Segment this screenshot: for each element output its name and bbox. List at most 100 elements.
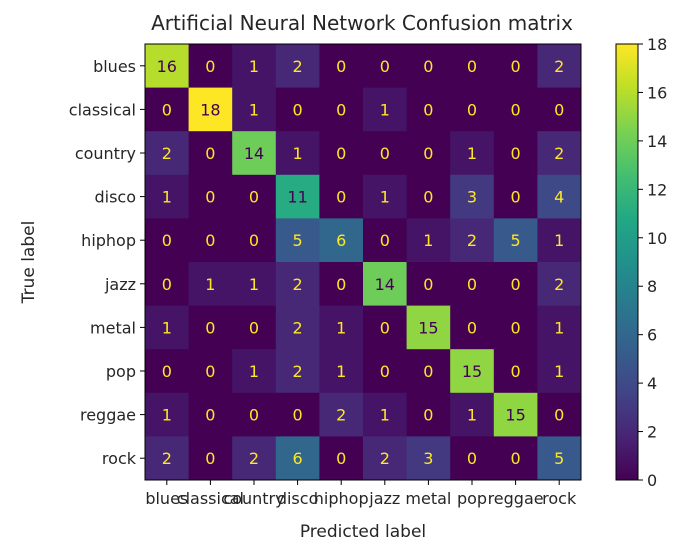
x-tick-label: blues: [145, 489, 188, 508]
cell-value-label: 0: [511, 449, 521, 468]
colorbar-tick-label: 4: [647, 374, 657, 393]
heatmap-cell: [363, 305, 408, 350]
colorbar-tick-label: 6: [647, 326, 657, 345]
heatmap-cell: [319, 44, 364, 89]
heatmap-cell: [188, 262, 233, 307]
cell-value-label: 1: [162, 406, 172, 425]
heatmap-cell: [493, 218, 538, 263]
heatmap-cell: [406, 262, 451, 307]
cell-value-label: 0: [467, 318, 477, 337]
cell-value-label: 2: [554, 144, 564, 163]
cell-value-label: 0: [293, 406, 303, 425]
heatmap-cell: [188, 44, 233, 89]
cell-value-label: 0: [423, 144, 433, 163]
heatmap-cell: [145, 87, 190, 132]
y-tick-label: classical: [69, 100, 136, 119]
y-tick-label: pop: [106, 362, 136, 381]
cell-value-label: 11: [287, 188, 307, 207]
heatmap-cell: [537, 392, 582, 437]
heatmap-cell: [363, 174, 408, 219]
cell-value-label: 2: [554, 275, 564, 294]
heatmap-cell: [319, 131, 364, 176]
colorbar-tick-label: 10: [647, 229, 667, 248]
heatmap-cell: [493, 349, 538, 394]
heatmap-cell: [275, 131, 320, 176]
y-tick-labels: blues classical country disco hiphop jazz meta…: [69, 57, 145, 468]
cell-value-label: 1: [162, 188, 172, 207]
heatmap-cell: [188, 131, 233, 176]
cell-value-label: 0: [205, 406, 215, 425]
heatmap-cell: [188, 87, 233, 132]
cell-value-label: 0: [380, 362, 390, 381]
cell-value-label: 0: [336, 449, 346, 468]
cell-value-label: 0: [162, 275, 172, 294]
y-tick-label: blues: [93, 57, 136, 76]
cell-value-label: 2: [293, 318, 303, 337]
heatmap-cell: [493, 44, 538, 89]
cell-value-label: 0: [249, 318, 259, 337]
y-tick-label: metal: [90, 318, 136, 337]
heatmap-cell: [275, 218, 320, 263]
heatmap-cell: [493, 87, 538, 132]
plot-frame: [144, 43, 582, 481]
colorbar-tick-label: 2: [647, 423, 657, 442]
cell-value-label: 0: [511, 188, 521, 207]
heatmap-cells: [145, 44, 582, 481]
heatmap-cell: [319, 305, 364, 350]
heatmap-cell: [537, 131, 582, 176]
colorbar-tick-label: 18: [647, 35, 667, 54]
cell-value-label: 0: [380, 318, 390, 337]
cell-value-label: 0: [511, 57, 521, 76]
cell-value-label: 0: [205, 188, 215, 207]
cell-value-label: 15: [505, 406, 525, 425]
cell-value-label: 0: [205, 362, 215, 381]
cell-value-label: 1: [249, 362, 259, 381]
heatmap-cell: [188, 349, 233, 394]
heatmap-cell: [450, 44, 495, 89]
heatmap-cell: [275, 87, 320, 132]
cell-value-label: 0: [423, 57, 433, 76]
heatmap-cell: [145, 174, 190, 219]
cell-value-label: 0: [293, 100, 303, 119]
x-tick-label: jazz: [368, 489, 400, 508]
heatmap-cell: [406, 218, 451, 263]
cell-value-label: 2: [162, 449, 172, 468]
heatmap-cell: [493, 305, 538, 350]
cell-value-label: 0: [511, 318, 521, 337]
heatmap-cell: [319, 262, 364, 307]
heatmap-cell: [188, 174, 233, 219]
heatmap-cell: [363, 262, 408, 307]
heatmap-cell: [406, 349, 451, 394]
cell-value-label: 0: [467, 275, 477, 294]
cell-value-label: 3: [423, 449, 433, 468]
heatmap-cell: [493, 131, 538, 176]
cell-value-label: 0: [336, 57, 346, 76]
heatmap-cell: [275, 392, 320, 437]
cell-value-label: 2: [249, 449, 259, 468]
cell-value-label: 0: [511, 144, 521, 163]
heatmap-cell: [450, 305, 495, 350]
cell-value-label: 4: [554, 188, 564, 207]
heatmap-cell: [188, 392, 233, 437]
heatmap-cell: [537, 44, 582, 89]
cell-value-label: 1: [336, 318, 346, 337]
cell-value-label: 0: [423, 406, 433, 425]
heatmap-cell: [406, 436, 451, 481]
heatmap-cell: [188, 436, 233, 481]
cell-value-label: 0: [249, 188, 259, 207]
cell-value-label: 0: [205, 449, 215, 468]
heatmap-cell: [363, 436, 408, 481]
y-tick-label: jazz: [104, 275, 136, 294]
cell-value-label: 0: [380, 57, 390, 76]
cell-value-label: 0: [336, 275, 346, 294]
cell-value-label: 0: [205, 57, 215, 76]
heatmap-cell: [232, 349, 277, 394]
heatmap-cell: [275, 305, 320, 350]
cell-value-label: 0: [467, 100, 477, 119]
heatmap-cell: [450, 392, 495, 437]
cell-value-labels: 16 0 1 2 0 0 0 0 0 20 18 1 0 0 1 0 0 0 02 0 14 1 0 0 0 1 0 21 0 0 11 0 1…: [157, 57, 565, 468]
heatmap-cell: [363, 87, 408, 132]
heatmap-cell: [275, 262, 320, 307]
cell-value-label: 1: [380, 188, 390, 207]
